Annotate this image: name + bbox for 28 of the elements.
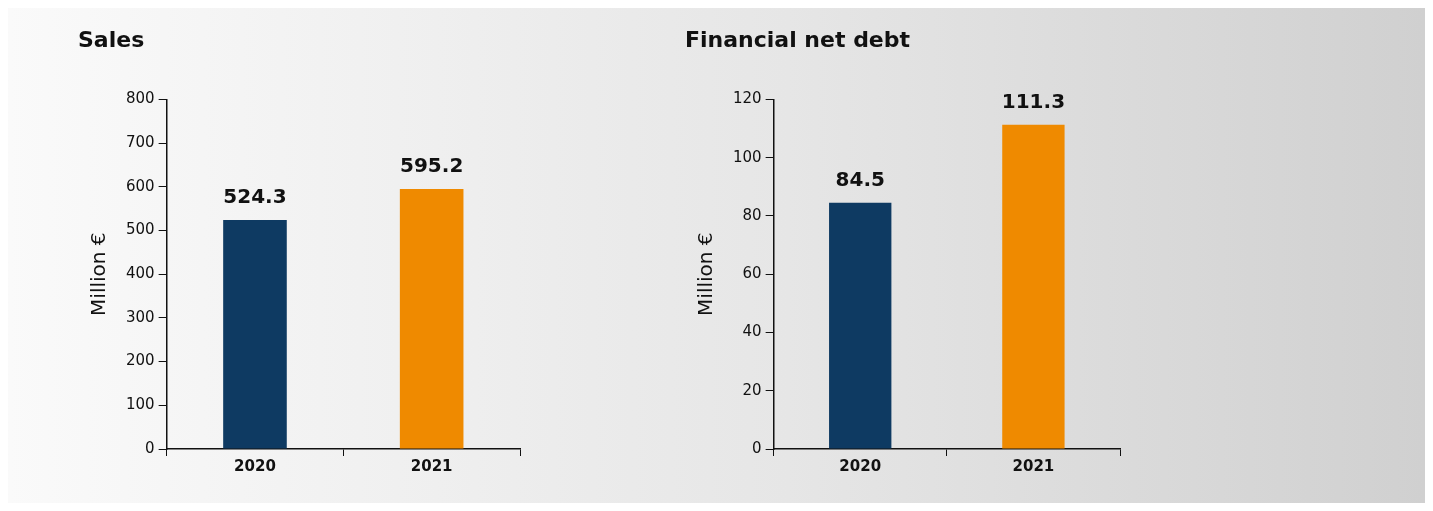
x-tick-label: 2020: [234, 456, 276, 475]
y-axis-title: Million €: [693, 232, 718, 316]
y-tick-label: 20: [742, 380, 762, 399]
y-tick-label: 700: [125, 132, 155, 151]
y-tick-label: 600: [125, 176, 155, 195]
data-label: 595.2: [400, 153, 464, 178]
y-tick-label: 80: [742, 205, 762, 224]
chart-title: Sales: [78, 26, 145, 52]
y-tick-label: 40: [742, 322, 762, 341]
data-label: 524.3: [223, 184, 287, 209]
y-tick-label: 120: [732, 89, 762, 108]
y-tick-label: 200: [125, 351, 155, 370]
y-tick-label: 0: [752, 438, 762, 457]
y-tick-label: 100: [732, 147, 762, 166]
data-label: 84.5: [835, 167, 885, 192]
x-tick-label: 2021: [410, 456, 453, 475]
y-tick-label: 60: [742, 264, 762, 283]
y-tick-label: 500: [125, 220, 155, 239]
y-tick-label: 800: [125, 89, 155, 108]
y-tick-label: 100: [125, 395, 155, 414]
y-tick-label: 0: [145, 438, 155, 457]
chart-title: Financial net debt: [685, 26, 911, 52]
data-label: 111.3: [1001, 88, 1066, 113]
y-tick-label: 300: [125, 307, 155, 326]
y-axis-title: Million €: [86, 232, 111, 316]
x-tick-label: 2020: [839, 456, 882, 475]
y-tick-label: 400: [125, 264, 155, 283]
x-tick-label: 2021: [1012, 456, 1055, 475]
